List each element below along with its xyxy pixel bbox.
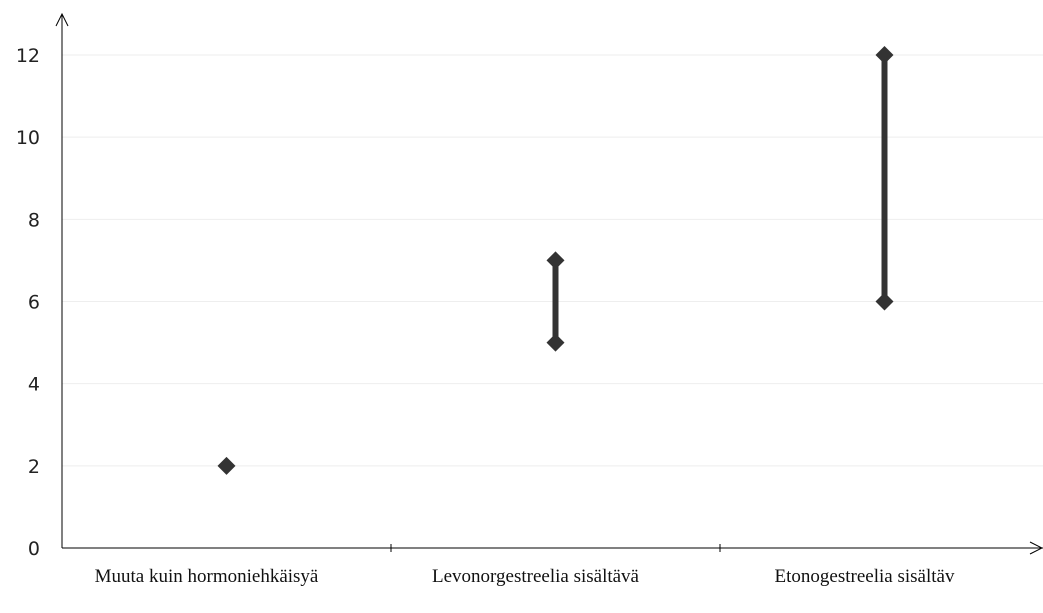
y-tick-label: 10: [16, 127, 40, 149]
x-category-label: Levonorgestreelia sisältävä: [432, 566, 640, 587]
axes: [55, 12, 1043, 555]
x-category-label: Etonogestreelia sisältäv: [775, 566, 955, 587]
y-tick-label: 0: [28, 538, 40, 560]
diamond-marker: [546, 251, 565, 270]
data-markers: [217, 46, 894, 475]
diamond-marker: [217, 456, 236, 475]
x-category-label: Muuta kuin hormoniehkäisyä: [95, 566, 319, 587]
y-tick-label: 8: [28, 209, 40, 231]
diamond-marker: [875, 46, 894, 64]
x-category-ticks: [390, 544, 721, 552]
x-axis-arrow: [1029, 541, 1043, 555]
y-tick-label: 12: [16, 45, 40, 67]
y-tick-label: 4: [28, 374, 40, 396]
diamond-marker: [546, 333, 565, 352]
y-axis-arrow: [55, 12, 69, 27]
range-lines: [552, 55, 888, 343]
y-tick-label: 6: [28, 292, 40, 314]
y-tick-labels: 0 2 4 6 8 10 12: [16, 45, 40, 560]
diamond-marker: [875, 292, 894, 311]
x-category-labels: Muuta kuin hormoniehkäisyä Levonorgestree…: [95, 566, 955, 587]
y-tick-label: 2: [28, 456, 40, 478]
